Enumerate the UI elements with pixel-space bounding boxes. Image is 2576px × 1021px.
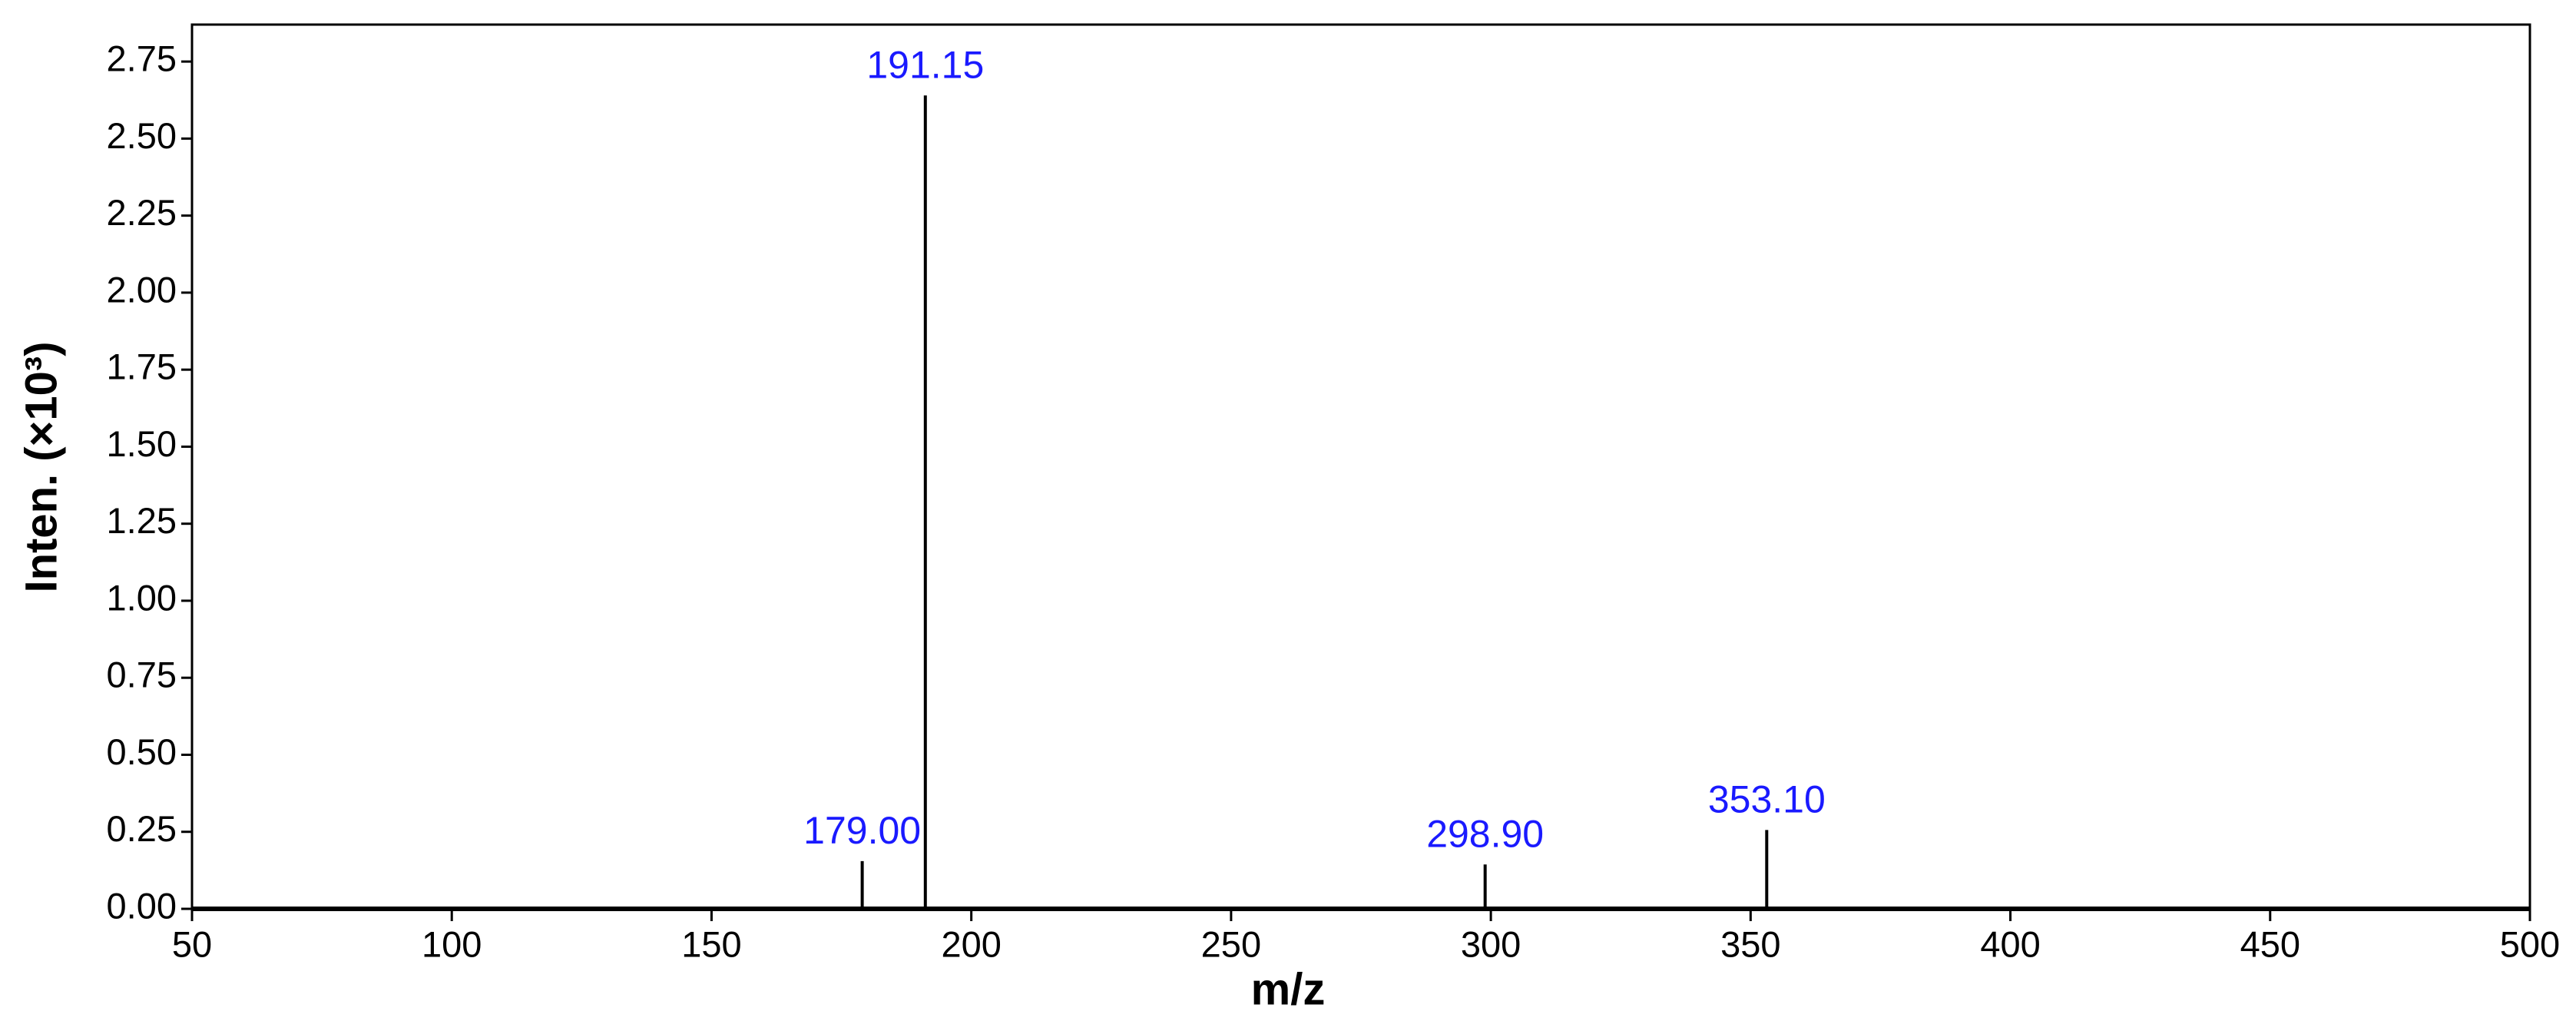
x-tick-label: 300 [1461,923,1521,964]
y-tick-label: 0.50 [107,731,177,772]
y-tick-label: 0.00 [107,885,177,926]
peak-label: 191.15 [866,43,984,86]
peak-label: 179.00 [803,809,921,852]
x-tick-label: 450 [2240,923,2300,964]
y-tick-label: 2.75 [107,38,177,79]
y-tick-label: 1.25 [107,500,177,541]
y-tick-label: 1.50 [107,423,177,464]
plot-frame [190,23,2531,910]
x-tick-label: 250 [1201,923,1261,964]
y-tick-label: 0.75 [107,655,177,695]
y-axis-label: Inten. (×10³) [16,341,66,592]
y-tick-label: 2.25 [107,192,177,233]
x-tick-label: 500 [2500,923,2560,964]
x-axis-label: m/z [1251,964,1326,1014]
y-tick-label: 2.50 [107,115,177,156]
y-tick-label: 0.25 [107,808,177,849]
y-tick-label: 1.00 [107,577,177,618]
y-tick-label: 2.00 [107,269,177,310]
x-tick-label: 400 [1980,923,2040,964]
x-tick-label: 100 [422,923,482,964]
x-tick-label: 350 [1720,923,1780,964]
x-tick-label: 150 [681,923,741,964]
x-tick-label: 50 [172,923,212,964]
x-tick-label: 200 [941,923,1001,964]
peak-label: 298.90 [1426,812,1544,855]
y-tick-label: 1.75 [107,346,177,387]
peak-label: 353.10 [1708,778,1826,821]
